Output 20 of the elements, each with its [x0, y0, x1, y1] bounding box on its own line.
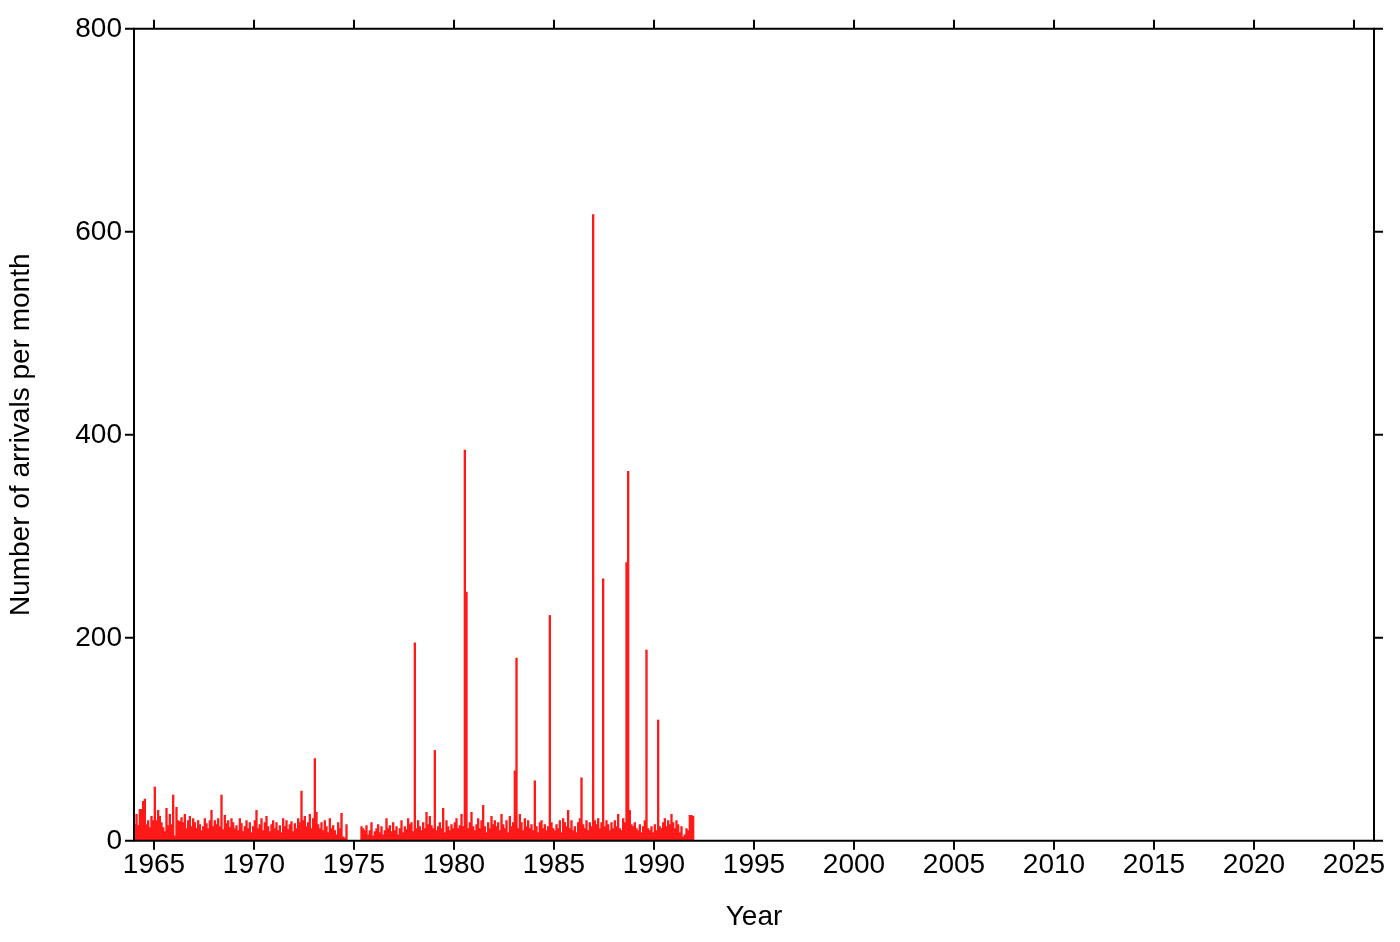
x-axis-title: Year	[725, 899, 783, 931]
x-tick-label: 2010	[1022, 848, 1086, 880]
x-tick-label: 1985	[522, 848, 586, 880]
y-tick-label: 200	[75, 620, 122, 652]
x-tick-label: 1970	[222, 848, 286, 880]
y-tick-label: 800	[75, 11, 122, 43]
x-tick-label: 2025	[1322, 848, 1386, 880]
x-tick-label: 2015	[1122, 848, 1186, 880]
x-tick-label: 2005	[922, 848, 986, 880]
x-tick-label: 1995	[722, 848, 786, 880]
y-axis-title: Number of arrivals per month	[3, 253, 35, 617]
y-tick-label: 600	[75, 214, 122, 246]
x-tick-label: 1980	[422, 848, 486, 880]
x-tick-label: 2000	[822, 848, 886, 880]
x-tick-label: 1975	[322, 848, 386, 880]
x-tick-label: 1990	[622, 848, 686, 880]
x-tick-label: 1965	[122, 848, 186, 880]
y-tick-label: 0	[106, 823, 122, 855]
x-tick-label: 2020	[1222, 848, 1286, 880]
y-tick-label: 400	[75, 417, 122, 449]
